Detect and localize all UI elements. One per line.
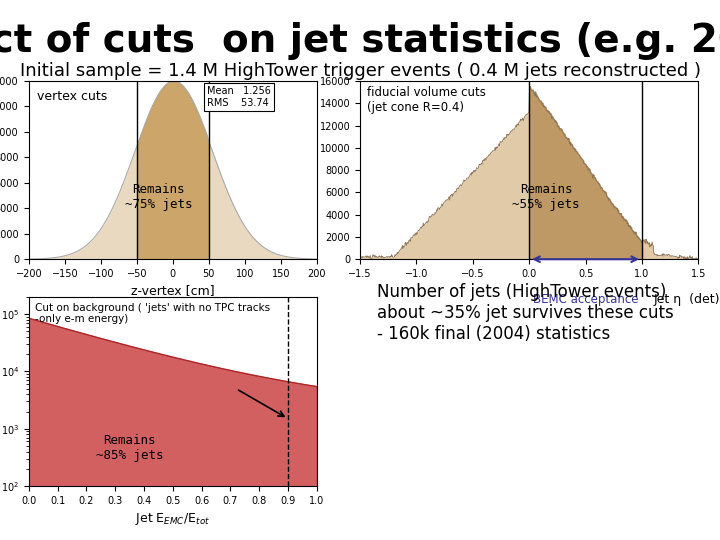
X-axis label: Jet E$_{EMC}$/E$_{tot}$: Jet E$_{EMC}$/E$_{tot}$ [135, 511, 210, 527]
Text: Mean   1.256
RMS    53.74: Mean 1.256 RMS 53.74 [207, 86, 271, 108]
Text: Jet η  (det): Jet η (det) [653, 293, 720, 306]
Text: Cut on background ( 'jets' with no TPC tracks
-only e-m energy): Cut on background ( 'jets' with no TPC t… [35, 302, 270, 324]
Text: Number of jets (HighTower events)
about ~35% jet survives these cuts
- 160k fina: Number of jets (HighTower events) about … [377, 284, 674, 343]
Text: Initial sample = 1.4 M HighTower trigger events ( 0.4 M jets reconstructed ): Initial sample = 1.4 M HighTower trigger… [19, 62, 701, 80]
Text: Effect of cuts  on jet statistics (e.g. 2004): Effect of cuts on jet statistics (e.g. 2… [0, 22, 720, 59]
X-axis label: z-vertex [cm]: z-vertex [cm] [131, 285, 215, 298]
Text: Remains
~85% jets: Remains ~85% jets [96, 434, 163, 462]
Text: vertex cuts: vertex cuts [37, 90, 108, 103]
Text: BEMC acceptance: BEMC acceptance [533, 293, 639, 306]
Text: fiducial volume cuts
(jet cone R=0.4): fiducial volume cuts (jet cone R=0.4) [366, 86, 486, 114]
Text: Remains
~75% jets: Remains ~75% jets [125, 183, 192, 211]
Text: Remains
~55% jets: Remains ~55% jets [513, 183, 580, 211]
